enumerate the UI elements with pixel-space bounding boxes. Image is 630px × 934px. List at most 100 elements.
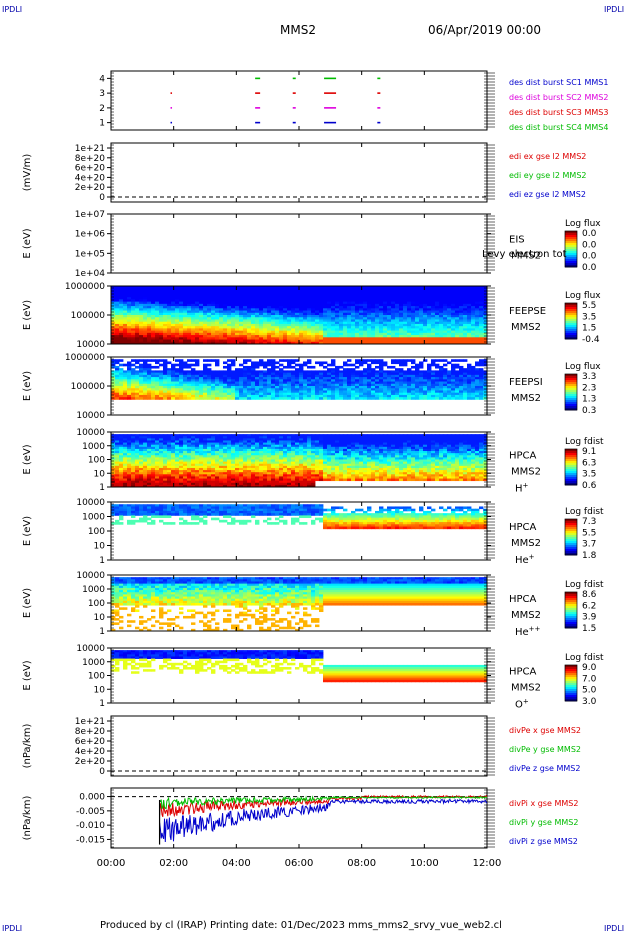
burst-mark	[324, 77, 337, 80]
hpca-hepp-species-charge: ++	[529, 625, 541, 633]
x-axis-tick-label: 12:00	[473, 858, 502, 869]
divpe-legend-entry: divPe y gse MMS2	[509, 745, 581, 754]
feeps-e-colorbar-title: Log flux	[565, 291, 601, 301]
eis-colorbar-tick: 0.0	[582, 240, 597, 250]
hpca-o-colorbar-title: Log fdist	[565, 653, 604, 663]
hpca-h-instrument-label: HPCA	[509, 451, 537, 462]
burst-mark	[292, 121, 296, 124]
burst-mark	[377, 107, 381, 109]
hpca-he-tick-label: 10	[94, 542, 106, 552]
feeps-e-tick-label: 1000000	[65, 282, 105, 292]
burst-mark	[377, 77, 381, 80]
hpca-hepp-species-label: He++	[515, 625, 541, 638]
burst-mark	[292, 107, 296, 109]
hpca-hepp-panel-minor-ticks	[111, 576, 495, 629]
divpi-tick-label: -0.005	[76, 807, 105, 817]
feeps-e-spacecraft-label: MMS2	[511, 322, 541, 333]
eis-colorbar-title: Log flux	[565, 219, 601, 229]
hpca-o-colorbar-tick: 7.0	[582, 674, 597, 684]
hpca-h-colorbar-title: Log fdist	[565, 437, 604, 447]
hpca-hepp-instrument-label: HPCA	[509, 594, 537, 605]
burst-legend-entry: des dist burst SC2 MMS2	[509, 93, 608, 102]
hpca-h-panel-minor-ticks	[111, 433, 495, 486]
feeps-i-spectrogram	[111, 359, 488, 400]
divpi-y-trace	[159, 795, 488, 810]
burst-panel-minor-ticks	[111, 72, 495, 128]
eis-colorbar-tick: 0.0	[582, 229, 597, 239]
burst-legend-entry: des dist burst SC1 MMS1	[509, 78, 608, 87]
edi-panel-frame	[110, 142, 488, 203]
hpca-hepp-spectrogram	[111, 577, 488, 632]
edi-tick-label: 2e+20	[75, 183, 106, 193]
burst-mark	[170, 92, 173, 94]
edi-tick-label: 1e+21	[75, 144, 105, 154]
burst-mark	[292, 92, 296, 94]
divpi-legend-entry: divPi z gse MMS2	[509, 837, 578, 846]
divpi-ylabel: (nPa/km)	[22, 796, 33, 841]
feeps-i-tick-label: 1000000	[65, 353, 105, 363]
corner-label-top-right: IPDLI	[604, 5, 625, 14]
hpca-he-species-label: He+	[515, 553, 535, 566]
hpca-he-colorbar	[564, 518, 578, 556]
feeps-e-tick-label: 10000	[76, 340, 105, 350]
hpca-h-colorbar-tick: 3.5	[582, 470, 596, 480]
edi-legend-entry: edi ez gse l2 MMS2	[509, 190, 586, 199]
feeps-e-colorbar-tick: 3.5	[582, 312, 596, 322]
x-axis-tick-label: 06:00	[285, 858, 314, 869]
hpca-hepp-tick-label: 1	[99, 627, 105, 637]
feeps-e-tick-label: 100000	[71, 311, 106, 321]
hpca-o-tick-label: 1	[99, 699, 105, 709]
feeps-i-tick-label: 100000	[71, 382, 106, 392]
page-date: 06/Apr/2019 00:00	[428, 23, 542, 37]
hpca-o-species-label: O+	[515, 698, 529, 711]
eis-spacecraft-label: MMS2	[511, 251, 541, 262]
edi-tick-label: 6e+20	[75, 164, 106, 174]
divpe-panel-minor-ticks	[111, 717, 495, 776]
burst-panel-frame	[110, 70, 488, 131]
hpca-o-spacecraft-label: MMS2	[511, 683, 541, 694]
hpca-hepp-tick-label: 100	[88, 599, 105, 609]
hpca-o-colorbar-tick: 3.0	[582, 697, 597, 707]
burst-mark	[255, 92, 261, 94]
hpca-he-colorbar-tick: 5.5	[582, 528, 596, 538]
hpca-h-colorbar-tick: 0.6	[582, 481, 597, 491]
eis-tick-label: 1e+04	[75, 269, 106, 279]
feeps-i-colorbar-tick: 2.3	[582, 383, 596, 393]
edi-tick-label: 4e+20	[75, 173, 106, 183]
hpca-o-panel-minor-ticks	[111, 649, 495, 702]
eis-panel-frame	[110, 213, 488, 274]
hpca-h-colorbar-tick: 9.1	[582, 447, 596, 457]
hpca-h-species-label: H+	[515, 482, 529, 495]
divpe-legend-entry: divPe x gse MMS2	[509, 726, 581, 735]
hpca-hepp-tick-label: 10	[94, 613, 106, 623]
divpe-tick-label: 2e+20	[75, 757, 106, 767]
hpca-o-spectrogram	[111, 650, 488, 683]
feeps-i-colorbar	[564, 373, 578, 411]
divpi-z-trace	[159, 798, 488, 843]
eis-colorbar-tick: 0.0	[582, 263, 597, 273]
feeps-e-colorbar-tick: -0.4	[582, 335, 600, 345]
feeps-i-colorbar-tick: 3.3	[582, 372, 596, 382]
divpe-panel-frame	[110, 715, 488, 777]
hpca-hepp-spacecraft-label: MMS2	[511, 610, 541, 621]
hpca-h-tick-label: 10000	[76, 428, 105, 438]
feeps-i-colorbar-title: Log flux	[565, 362, 601, 372]
hpca-h-colorbar	[564, 448, 578, 486]
hpca-hepp-colorbar-tick: 6.2	[582, 601, 596, 611]
divpe-tick-label: 6e+20	[75, 737, 106, 747]
hpca-he-colorbar-tick: 3.7	[582, 540, 596, 550]
burst-legend-entry: des dist burst SC4 MMS4	[509, 123, 608, 132]
hpca-o-tick-label: 1000	[82, 658, 105, 668]
eis-ylabel: E (eV)	[22, 228, 33, 258]
burst-mark	[170, 107, 173, 109]
x-axis-tick-label: 04:00	[222, 858, 251, 869]
burst-mark	[324, 121, 337, 124]
x-axis-tick-label: 02:00	[159, 858, 188, 869]
eis-tick-label: 1e+07	[75, 210, 105, 220]
eis-colorbar-tick: 0.0	[582, 252, 597, 262]
burst-tick-label: 3	[99, 89, 105, 99]
divpe-ylabel: (nPa/km)	[22, 724, 33, 769]
hpca-h-tick-label: 10	[94, 469, 106, 479]
edi-legend-entry: edi ex gse l2 MMS2	[509, 152, 586, 161]
